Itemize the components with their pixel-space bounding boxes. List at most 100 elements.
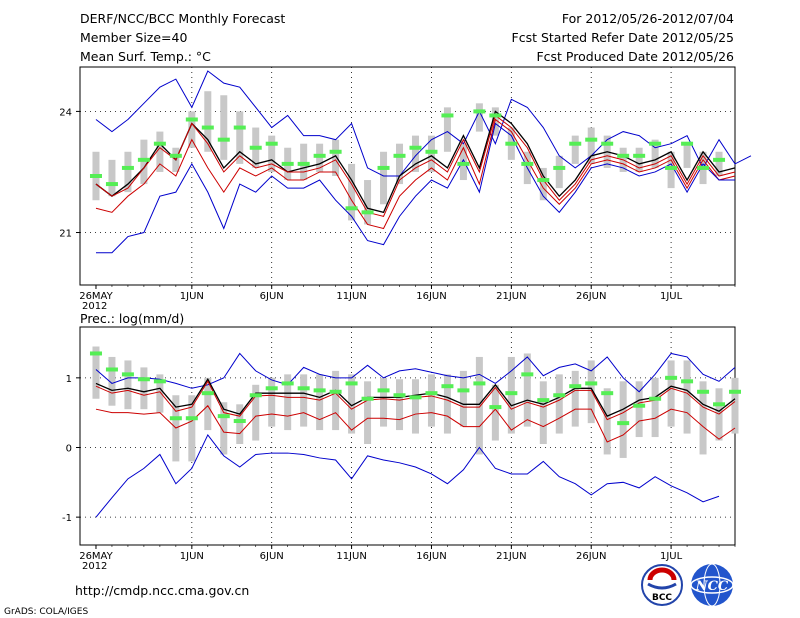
temp-spread-box [300, 143, 308, 181]
prec-spread-box [300, 374, 308, 427]
prec-spread-box [380, 377, 388, 427]
prec-x-tick-label: 11JUN [336, 551, 366, 562]
temp-spread-box [539, 167, 547, 201]
temp-spread-box [443, 107, 451, 152]
prec-spread-box [619, 381, 627, 458]
prec-spread-box [316, 374, 324, 431]
prec-y-tick-label: 0 [66, 443, 72, 454]
temp-ensemble-mark [441, 113, 454, 118]
prec-spread-box [443, 374, 451, 434]
prec-spread-box [571, 370, 579, 427]
member-size-label: Member Size=40 [80, 30, 187, 45]
temp-spread-box [140, 139, 148, 185]
prec-ensemble-mark [201, 391, 214, 396]
temp-ensemble-mark [137, 157, 150, 162]
temp-ensemble-mark [473, 109, 486, 114]
temp-spread-box [220, 95, 228, 160]
prec-spread-box [475, 356, 483, 455]
temp-spread-box [396, 143, 404, 185]
temp-ensemble-mark [553, 165, 566, 170]
prec-ensemble-mark [313, 388, 326, 393]
temp-ensemble-mark [409, 145, 422, 150]
prec-ensemble-mark [601, 391, 614, 396]
temp-ensemble-mark [617, 153, 630, 158]
prec-spread-box [348, 374, 356, 434]
ncc-logo-globe [691, 564, 733, 606]
temp-spread-box [236, 111, 244, 164]
temp-series-min [95, 118, 736, 230]
temp-spread-box [348, 163, 356, 221]
temp-spread-box [715, 151, 723, 176]
temp-ensemble-mark [697, 165, 710, 170]
prec-ensemble-mark [153, 379, 166, 384]
prec-spread-box [539, 381, 547, 445]
prec-spread-box [284, 374, 292, 431]
temp-spread-box [124, 151, 132, 193]
prec-ensemble-mark [345, 381, 358, 386]
bcc-logo-wave [647, 582, 677, 590]
prec-x-tick-label: 6JUN [260, 551, 284, 562]
source-url[interactable]: http://cmdp.ncc.cma.gov.cn [75, 583, 249, 598]
prec-ensemble-mark [713, 402, 726, 407]
temp-ensemble-mark [121, 165, 134, 170]
temp-ensemble-mark [185, 117, 198, 122]
temp-y-tick-label: 21 [59, 229, 72, 240]
prec-y-tick-label: 1 [66, 374, 72, 385]
temp-spread-box [459, 143, 467, 181]
forecast-range-label: For 2012/05/26-2012/07/04 [562, 11, 734, 26]
prec-y-tick-label: -1 [62, 513, 72, 524]
ncc-logo-text: NCC [695, 579, 729, 594]
prec-spread-box [635, 381, 643, 438]
temp-spread-box [332, 139, 340, 176]
prec-spread-box [108, 356, 116, 406]
temp-ensemble-mark [105, 182, 118, 187]
temp-series-median [95, 114, 736, 217]
temp-spread-box [635, 147, 643, 172]
temp-ensemble-mark [313, 153, 326, 158]
prec-ensemble-mark [169, 416, 182, 421]
prec-ensemble-mark [489, 405, 502, 410]
prec-plot-frame [79, 326, 736, 546]
temp-x-tick-label: 21JUN [496, 291, 526, 302]
prec-spread-box [236, 404, 244, 445]
temp-spread-box [667, 151, 675, 189]
forecast-produced-label: Fcst Produced Date 2012/05/26 [536, 49, 734, 64]
temp-spread-box [555, 155, 563, 189]
prec-ensemble-mark [537, 398, 550, 403]
temp-ensemble-mark [377, 165, 390, 170]
temp-ensemble-mark [297, 161, 310, 166]
temp-x-year-label: 2012 [82, 301, 107, 312]
ncc-logo: NCC [690, 563, 734, 607]
prec-ensemble-mark [553, 393, 566, 398]
prec-spread-box [491, 384, 499, 441]
prec-x-tick-label: 16JUN [416, 551, 446, 562]
prec-ensemble-mark [297, 386, 310, 391]
temp-ensemble-mark [425, 149, 438, 154]
prec-ensemble-mark [681, 379, 694, 384]
prec-series-max [95, 352, 736, 393]
temp-ensemble-mark [393, 153, 406, 158]
temp-x-tick-label: 16JUN [416, 291, 446, 302]
chart-title: DERF/NCC/BCC Monthly Forecast [80, 11, 285, 26]
temp-spread-box [683, 143, 691, 168]
temp-spread-box [188, 111, 196, 148]
prec-ensemble-mark [377, 388, 390, 393]
prec-ensemble-mark [233, 419, 246, 424]
temp-ensemble-mark [153, 141, 166, 146]
prec-x-tick-label: 26MAY [79, 551, 113, 562]
prec-ensemble-mark [649, 396, 662, 401]
temp-ensemble-mark [265, 141, 278, 146]
prec-ensemble-mark [457, 388, 470, 393]
temp-spread-box [268, 135, 276, 172]
prec-spread-box [683, 360, 691, 434]
temp-spread-box [156, 131, 164, 172]
prec-spread-box [587, 360, 595, 424]
prec-spread-box [427, 374, 435, 427]
prec-ensemble-mark [473, 381, 486, 386]
prec-ensemble-mark [121, 372, 134, 377]
prec-spread-box [188, 395, 196, 462]
temperature-panel-title: Mean Surf. Temp.: °C [80, 49, 211, 64]
ncc-logo-orbit [690, 576, 734, 594]
prec-spread-box [555, 374, 563, 434]
prec-spread-box [204, 377, 212, 431]
